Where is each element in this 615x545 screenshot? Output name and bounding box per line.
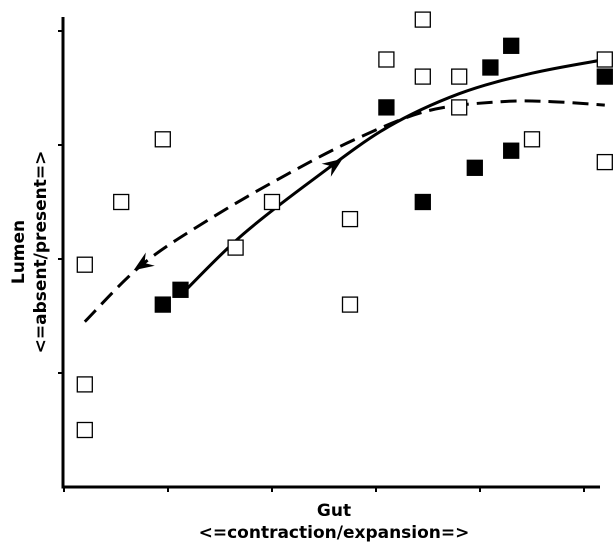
open-square-point: [76, 256, 93, 273]
open-square-point: [154, 131, 171, 148]
open-square-point: [341, 210, 359, 228]
open-square-point: [523, 131, 541, 148]
open-square-point: [596, 51, 613, 68]
y-axis-ticks: [58, 30, 63, 374]
open-square-point: [414, 68, 431, 85]
solid-curve-arrowhead: [321, 158, 343, 177]
open-square-point: [341, 296, 359, 313]
open-square-point: [596, 153, 613, 171]
dashed-curve-arrowhead: [133, 252, 155, 271]
data-points: [76, 11, 613, 439]
open-square-point: [451, 99, 468, 116]
filled-square-point: [378, 99, 395, 116]
open-square-point: [76, 376, 93, 393]
open-square-point: [378, 51, 395, 68]
x-axis-title-line2: <=contraction/expansion=>: [199, 523, 470, 543]
dashed-trend-curve: [83, 99, 605, 323]
y-axis-title: Lumen <=absent/present=>: [9, 151, 51, 354]
filled-square-point: [503, 142, 520, 159]
x-axis-title-line1: Gut: [317, 501, 351, 521]
filled-square-point: [596, 68, 613, 85]
open-square-point: [451, 68, 468, 85]
y-axis-title-line2: <=absent/present=>: [31, 151, 51, 354]
filled-square-point: [482, 59, 499, 76]
y-axis-title-line1: Lumen: [9, 220, 29, 284]
filled-square-point: [172, 281, 189, 298]
open-square-point: [227, 239, 244, 256]
trend-curves: [83, 58, 606, 323]
filled-square-point: [466, 159, 483, 176]
chart-axes: [58, 17, 600, 492]
open-square-point: [414, 11, 431, 28]
open-square-point: [76, 421, 93, 439]
x-axis-ticks: [63, 487, 585, 492]
filled-square-point: [503, 37, 520, 54]
filled-square-point: [414, 193, 431, 211]
solid-trend-curve: [179, 58, 606, 297]
open-square-point: [113, 193, 130, 211]
open-square-point: [263, 193, 281, 211]
filled-square-point: [154, 296, 171, 313]
